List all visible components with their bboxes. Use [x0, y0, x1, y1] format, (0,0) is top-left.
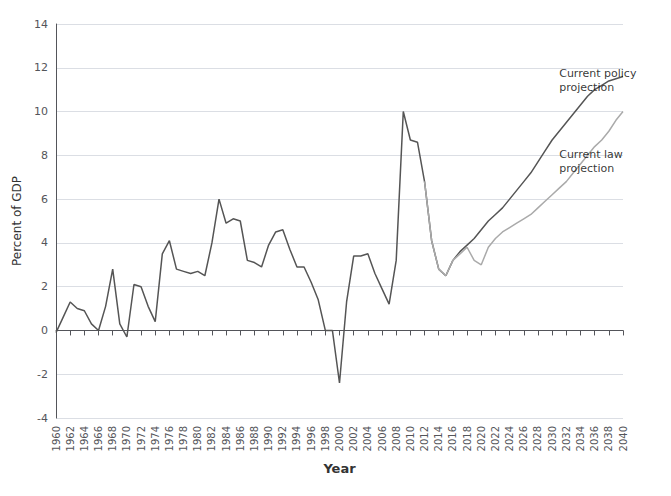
- svg-text:2030: 2030: [547, 426, 558, 451]
- svg-text:1994: 1994: [291, 426, 302, 451]
- svg-text:8: 8: [41, 149, 48, 162]
- svg-text:2004: 2004: [362, 426, 373, 451]
- svg-text:2038: 2038: [603, 426, 614, 451]
- svg-text:1986: 1986: [235, 426, 246, 451]
- svg-text:2000: 2000: [334, 426, 345, 451]
- svg-text:1968: 1968: [107, 426, 118, 451]
- svg-text:1964: 1964: [79, 426, 90, 451]
- svg-text:1976: 1976: [164, 426, 175, 451]
- svg-text:projection: projection: [559, 162, 614, 175]
- svg-text:2014: 2014: [433, 426, 444, 451]
- svg-text:1984: 1984: [221, 426, 232, 451]
- svg-text:2040: 2040: [618, 426, 629, 451]
- svg-text:1960: 1960: [51, 426, 62, 451]
- svg-text:1966: 1966: [93, 426, 104, 451]
- svg-text:2024: 2024: [504, 426, 515, 451]
- svg-text:1970: 1970: [121, 426, 132, 451]
- svg-text:2016: 2016: [447, 426, 458, 451]
- svg-text:1992: 1992: [277, 426, 288, 451]
- svg-text:2008: 2008: [391, 426, 402, 451]
- svg-text:1996: 1996: [306, 426, 317, 451]
- svg-text:2006: 2006: [377, 426, 388, 451]
- svg-text:2010: 2010: [405, 426, 416, 451]
- svg-text:2036: 2036: [589, 426, 600, 451]
- svg-text:6: 6: [41, 193, 48, 206]
- svg-text:2022: 2022: [490, 426, 501, 451]
- svg-text:4: 4: [41, 236, 48, 249]
- svg-text:1962: 1962: [65, 426, 76, 451]
- svg-text:projection: projection: [559, 81, 614, 94]
- svg-text:0: 0: [41, 324, 48, 337]
- svg-text:1990: 1990: [263, 426, 274, 451]
- svg-text:2012: 2012: [419, 426, 430, 451]
- svg-text:2: 2: [41, 280, 48, 293]
- svg-text:1988: 1988: [249, 426, 260, 451]
- svg-text:-2: -2: [37, 368, 48, 381]
- svg-text:2026: 2026: [518, 426, 529, 451]
- svg-text:12: 12: [34, 61, 48, 74]
- svg-text:1982: 1982: [206, 426, 217, 451]
- svg-text:-4: -4: [37, 412, 48, 425]
- svg-text:Percent of GDP: Percent of GDP: [10, 176, 24, 266]
- svg-text:2028: 2028: [532, 426, 543, 451]
- svg-text:2034: 2034: [575, 426, 586, 451]
- svg-text:2002: 2002: [348, 426, 359, 451]
- svg-text:Current policy: Current policy: [559, 67, 637, 80]
- svg-text:14: 14: [34, 18, 48, 31]
- svg-text:Year: Year: [322, 461, 356, 476]
- svg-text:1978: 1978: [178, 426, 189, 451]
- svg-text:10: 10: [34, 105, 48, 118]
- svg-text:1980: 1980: [192, 426, 203, 451]
- svg-text:1972: 1972: [136, 426, 147, 451]
- svg-text:1974: 1974: [150, 426, 161, 451]
- svg-text:2032: 2032: [561, 426, 572, 451]
- svg-text:Current law: Current law: [559, 148, 623, 161]
- svg-text:2020: 2020: [476, 426, 487, 451]
- svg-text:2018: 2018: [462, 426, 473, 451]
- svg-text:1998: 1998: [320, 426, 331, 451]
